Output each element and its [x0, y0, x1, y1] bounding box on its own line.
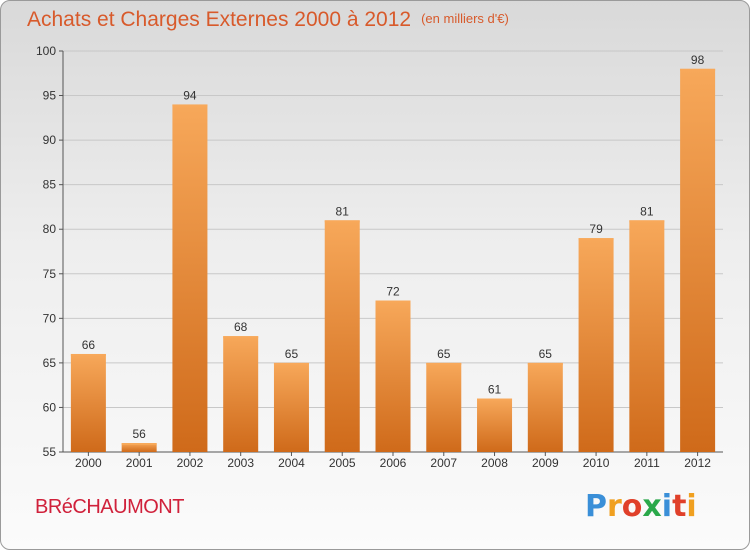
y-tick-label: 85	[43, 178, 57, 192]
x-tick-label: 2004	[278, 456, 305, 470]
bar	[629, 220, 665, 452]
logo-letter: r	[607, 489, 622, 524]
data-label: 72	[386, 285, 400, 299]
bar	[324, 220, 360, 452]
bar	[223, 336, 259, 452]
bar	[70, 353, 106, 452]
data-label: 61	[488, 383, 502, 397]
x-tick-label: 2006	[380, 456, 407, 470]
bars	[70, 68, 716, 453]
bar	[375, 300, 411, 452]
proxiti-logo: Proxiti	[585, 489, 697, 524]
chart-subtitle: (en milliers d'€)	[421, 11, 509, 26]
bar-highlight	[578, 238, 614, 241]
x-tick-label: 2005	[329, 456, 356, 470]
x-tick-label: 2008	[481, 456, 508, 470]
bar	[578, 238, 614, 452]
bar-highlight	[172, 104, 208, 107]
y-tick-label: 75	[43, 267, 57, 281]
data-label: 79	[589, 222, 603, 236]
data-label: 56	[132, 427, 146, 441]
data-label: 65	[437, 347, 451, 361]
y-tick-label: 60	[43, 400, 57, 414]
bar	[426, 362, 462, 452]
x-tick-label: 2003	[227, 456, 254, 470]
y-tick-label: 90	[43, 133, 57, 147]
bar	[527, 362, 563, 452]
bar-highlight	[680, 68, 716, 71]
y-tick-labels: 55 60 65 70 75 80 85 90 95 100	[36, 44, 56, 459]
data-label: 81	[640, 204, 654, 218]
bar-highlight	[477, 398, 513, 401]
x-tick-label: 2009	[532, 456, 559, 470]
x-tick-label: 2007	[430, 456, 457, 470]
x-tick-label: 2000	[75, 456, 102, 470]
y-tick-label: 70	[43, 311, 57, 325]
data-label: 81	[336, 204, 350, 218]
y-tick-label: 95	[43, 89, 57, 103]
y-tick-label: 65	[43, 356, 57, 370]
bar-highlight	[324, 220, 360, 223]
bar	[273, 362, 309, 452]
x-tick-label: 2010	[583, 456, 610, 470]
bar	[121, 443, 157, 452]
y-tick-label: 80	[43, 222, 57, 236]
x-tick-label: 2002	[177, 456, 204, 470]
data-label: 65	[539, 347, 553, 361]
data-label: 68	[234, 320, 248, 334]
logo-letter: o	[621, 489, 643, 524]
y-tick-label: 55	[43, 445, 57, 459]
x-tick-labels: 2000 2001 2002 2003 2004 2005 2006 2007 2008 2009…	[75, 452, 711, 470]
bar-highlight	[223, 336, 259, 339]
logo-letter: x	[642, 489, 662, 524]
chart-title: Achats et Charges Externes 2000 à 2012 (e…	[27, 8, 509, 32]
data-labels: 66 56 94 68 65 81 72 65 61 65 79 81 98	[82, 53, 705, 441]
logo-letter: t	[672, 489, 687, 524]
bar	[172, 104, 208, 452]
bar-highlight	[121, 443, 157, 446]
bar-highlight	[375, 300, 411, 303]
data-label: 65	[285, 347, 299, 361]
data-label: 94	[183, 88, 197, 102]
bar	[680, 68, 716, 453]
x-tick-label: 2012	[684, 456, 711, 470]
y-tick-label: 100	[36, 44, 56, 58]
logo-letter: P	[585, 489, 607, 524]
bar-highlight	[527, 362, 563, 365]
bar-highlight	[629, 220, 665, 223]
bar	[477, 398, 513, 452]
bar-highlight	[273, 362, 309, 365]
x-tick-label: 2011	[634, 456, 660, 470]
data-label: 98	[691, 53, 705, 67]
bar-highlight	[70, 353, 106, 356]
logo-letter: i	[686, 489, 697, 524]
bar-highlight	[426, 362, 462, 365]
data-label: 66	[82, 338, 96, 352]
x-tick-label: 2001	[126, 456, 153, 470]
logo-letter: i	[661, 489, 673, 524]
town-name: BRéCHAUMONT	[35, 496, 184, 518]
chart-title-text: Achats et Charges Externes 2000 à 2012	[27, 8, 412, 31]
